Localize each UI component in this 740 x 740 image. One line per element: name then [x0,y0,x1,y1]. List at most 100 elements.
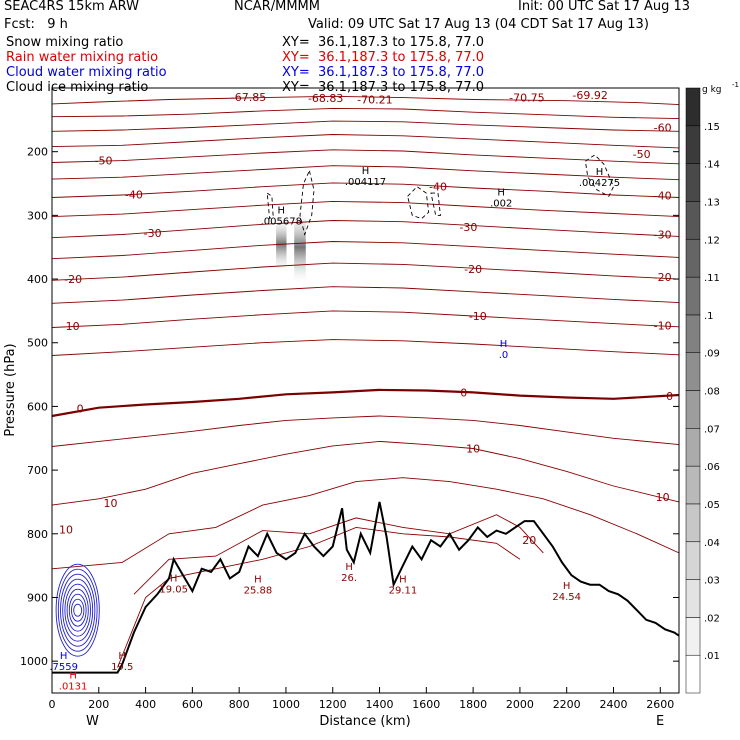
colorbar-cell-14 [685,125,701,164]
isotherm-m15 [51,286,680,304]
colorbar-cell-11 [685,239,701,278]
isotherm-label-26: 10 [104,497,118,510]
plot-frame [51,87,680,694]
colorbar-cell-1 [685,617,701,656]
extremum-value-0: .005678 [261,216,302,227]
isotherm-m55 [51,134,680,149]
isotherm-label-12: -30 [459,221,477,234]
colorbar-cell-10 [685,276,701,316]
isotherm-label-2: -67.85 [231,91,266,104]
extremum-marker-4: H [500,339,508,350]
x-tick-label-7: 1400 [366,698,394,711]
extremum-marker-2: H [497,188,505,199]
isotherm-label-9: -40 [429,181,447,194]
colorbar-cell-13 [685,163,701,202]
field-cloudwater-xy: XY= 36.1,187.3 to 175.8, 77.0 [282,65,485,80]
extremum-value-12: .0131 [59,681,88,692]
colorbar-tick-label-12: .13 [704,197,720,208]
colorbar-tick-label-8: .09 [704,349,720,360]
cloud-water-ring-3 [66,588,89,632]
cloud-ice-contour-1 [266,192,274,220]
isotherm-20 [133,514,544,595]
x-tick-label-11: 2200 [553,698,581,711]
isotherm-m35 [51,200,680,218]
cloud-water-ring-0 [73,603,83,617]
colorbar-unit-sup: -1 [732,81,739,89]
extremum-value-2: .002 [490,199,512,210]
cloud-water-ring-1 [71,598,85,622]
colorbar-tick-label-4: .05 [704,500,720,511]
cloud-ice-contour-0 [299,169,315,237]
isotherm-label-25: 10 [656,491,670,504]
forecast-hour: Fcst: 9 h [4,17,68,32]
extremum-marker-5: H [170,574,178,585]
y-tick-label-8: 1000 [20,655,48,668]
isotherm-label-10: -40 [654,190,672,203]
colorbar-tick-label-2: .03 [704,576,720,587]
x-tick-label-4: 800 [229,698,250,711]
isotherm-label-3: -70.75 [509,92,544,105]
field-snow-name: Snow mixing ratio [6,35,124,50]
isotherm-10 [51,440,680,506]
axes: 0 200 400 600 800 1000 1200 1400 1600 1800 2000 220… [20,146,679,711]
field-cloudwater-name: Cloud water mixing ratio [6,65,167,80]
colorbar-cell-3 [685,541,701,580]
colorbar-cell-12 [685,201,701,240]
extremum-value-5: 19.05 [159,585,188,596]
isotherm-m5 [51,339,680,356]
init-time: Init: 00 UTC Sat 17 Aug 13 [518,0,691,14]
isotherm-label-5: -60 [654,122,672,135]
valid-time: Valid: 09 UTC Sat 17 Aug 13 (04 CDT Sat … [308,17,649,32]
x-tick-label-9: 1800 [459,698,487,711]
y-tick-label-6: 800 [27,528,48,541]
extremum-value-6: 25.88 [244,586,273,597]
extremum-value-11: .7559 [49,662,78,673]
extrema-labels: H.005678H.004117H.002H.004275H.0H19.05H2… [49,166,620,692]
isotherm-25 [117,526,521,668]
extremum-marker-9: H [563,581,571,592]
isotherm-label-13: -30 [654,229,672,242]
colorbar-tick-label-14: .15 [704,122,720,133]
isotherm-m65 [51,107,680,120]
colorbar-tick-label-10: .11 [704,273,720,284]
colorbar-cell-5 [685,465,701,505]
terrain-line [52,501,680,674]
colorbar-unit: g kg [702,85,722,95]
y-tick-label-2: 400 [27,273,48,286]
colorbar-cell-7 [685,390,701,429]
cloud-water-ring-6 [60,573,96,647]
extremum-value-1: .004117 [345,177,386,188]
cloud-water-ring-4 [64,583,91,637]
x-tick-label-3: 600 [182,698,203,711]
y-tick-label-0: 200 [27,146,48,159]
colorbar-cell-8 [685,352,701,391]
colorbar-cell-15 [685,87,701,127]
colorbar-tick-label-6: .07 [704,424,720,435]
cloud-water-ring-8 [55,563,100,657]
terrain-profile [52,501,680,674]
cloud-ice-contour-2 [407,186,430,220]
x-tick-label-5: 1000 [272,698,300,711]
isotherm-label-0: -70.21 [357,94,392,107]
cloud-water-ring-5 [62,578,94,642]
field-rain-name: Rain water mixing ratio [6,50,159,65]
isotherm-label-4: -69.92 [572,89,607,102]
colorbar: .01 .02 .03 .04 .05 .06 .07 .08 .09 .1 .11 .12 .13 .1… [685,81,739,694]
colorbar-cell-2 [685,579,701,618]
isotherm-label-1: -68.83 [308,92,343,105]
extremum-value-7: 26. [341,573,357,584]
isotherm-label-15: -20 [464,263,482,276]
y-axis-label: Pressure (hPa) [3,343,18,436]
x-tick-label-1: 200 [88,698,109,711]
extremum-marker-10: H [118,651,126,662]
isotherm-label-6: -50 [95,155,113,168]
y-tick-label-4: 600 [27,400,48,413]
isotherm-15 [51,477,680,570]
isotherm-m70 [51,95,680,106]
isotherm-label-21: 0 [460,386,467,399]
cloud-water-ring-7 [57,568,98,652]
isotherm-m60 [51,120,680,132]
isotherm-m50 [51,149,680,165]
colorbar-tick-label-9: .1 [704,311,714,322]
colorbar-tick-label-13: .14 [704,160,720,171]
